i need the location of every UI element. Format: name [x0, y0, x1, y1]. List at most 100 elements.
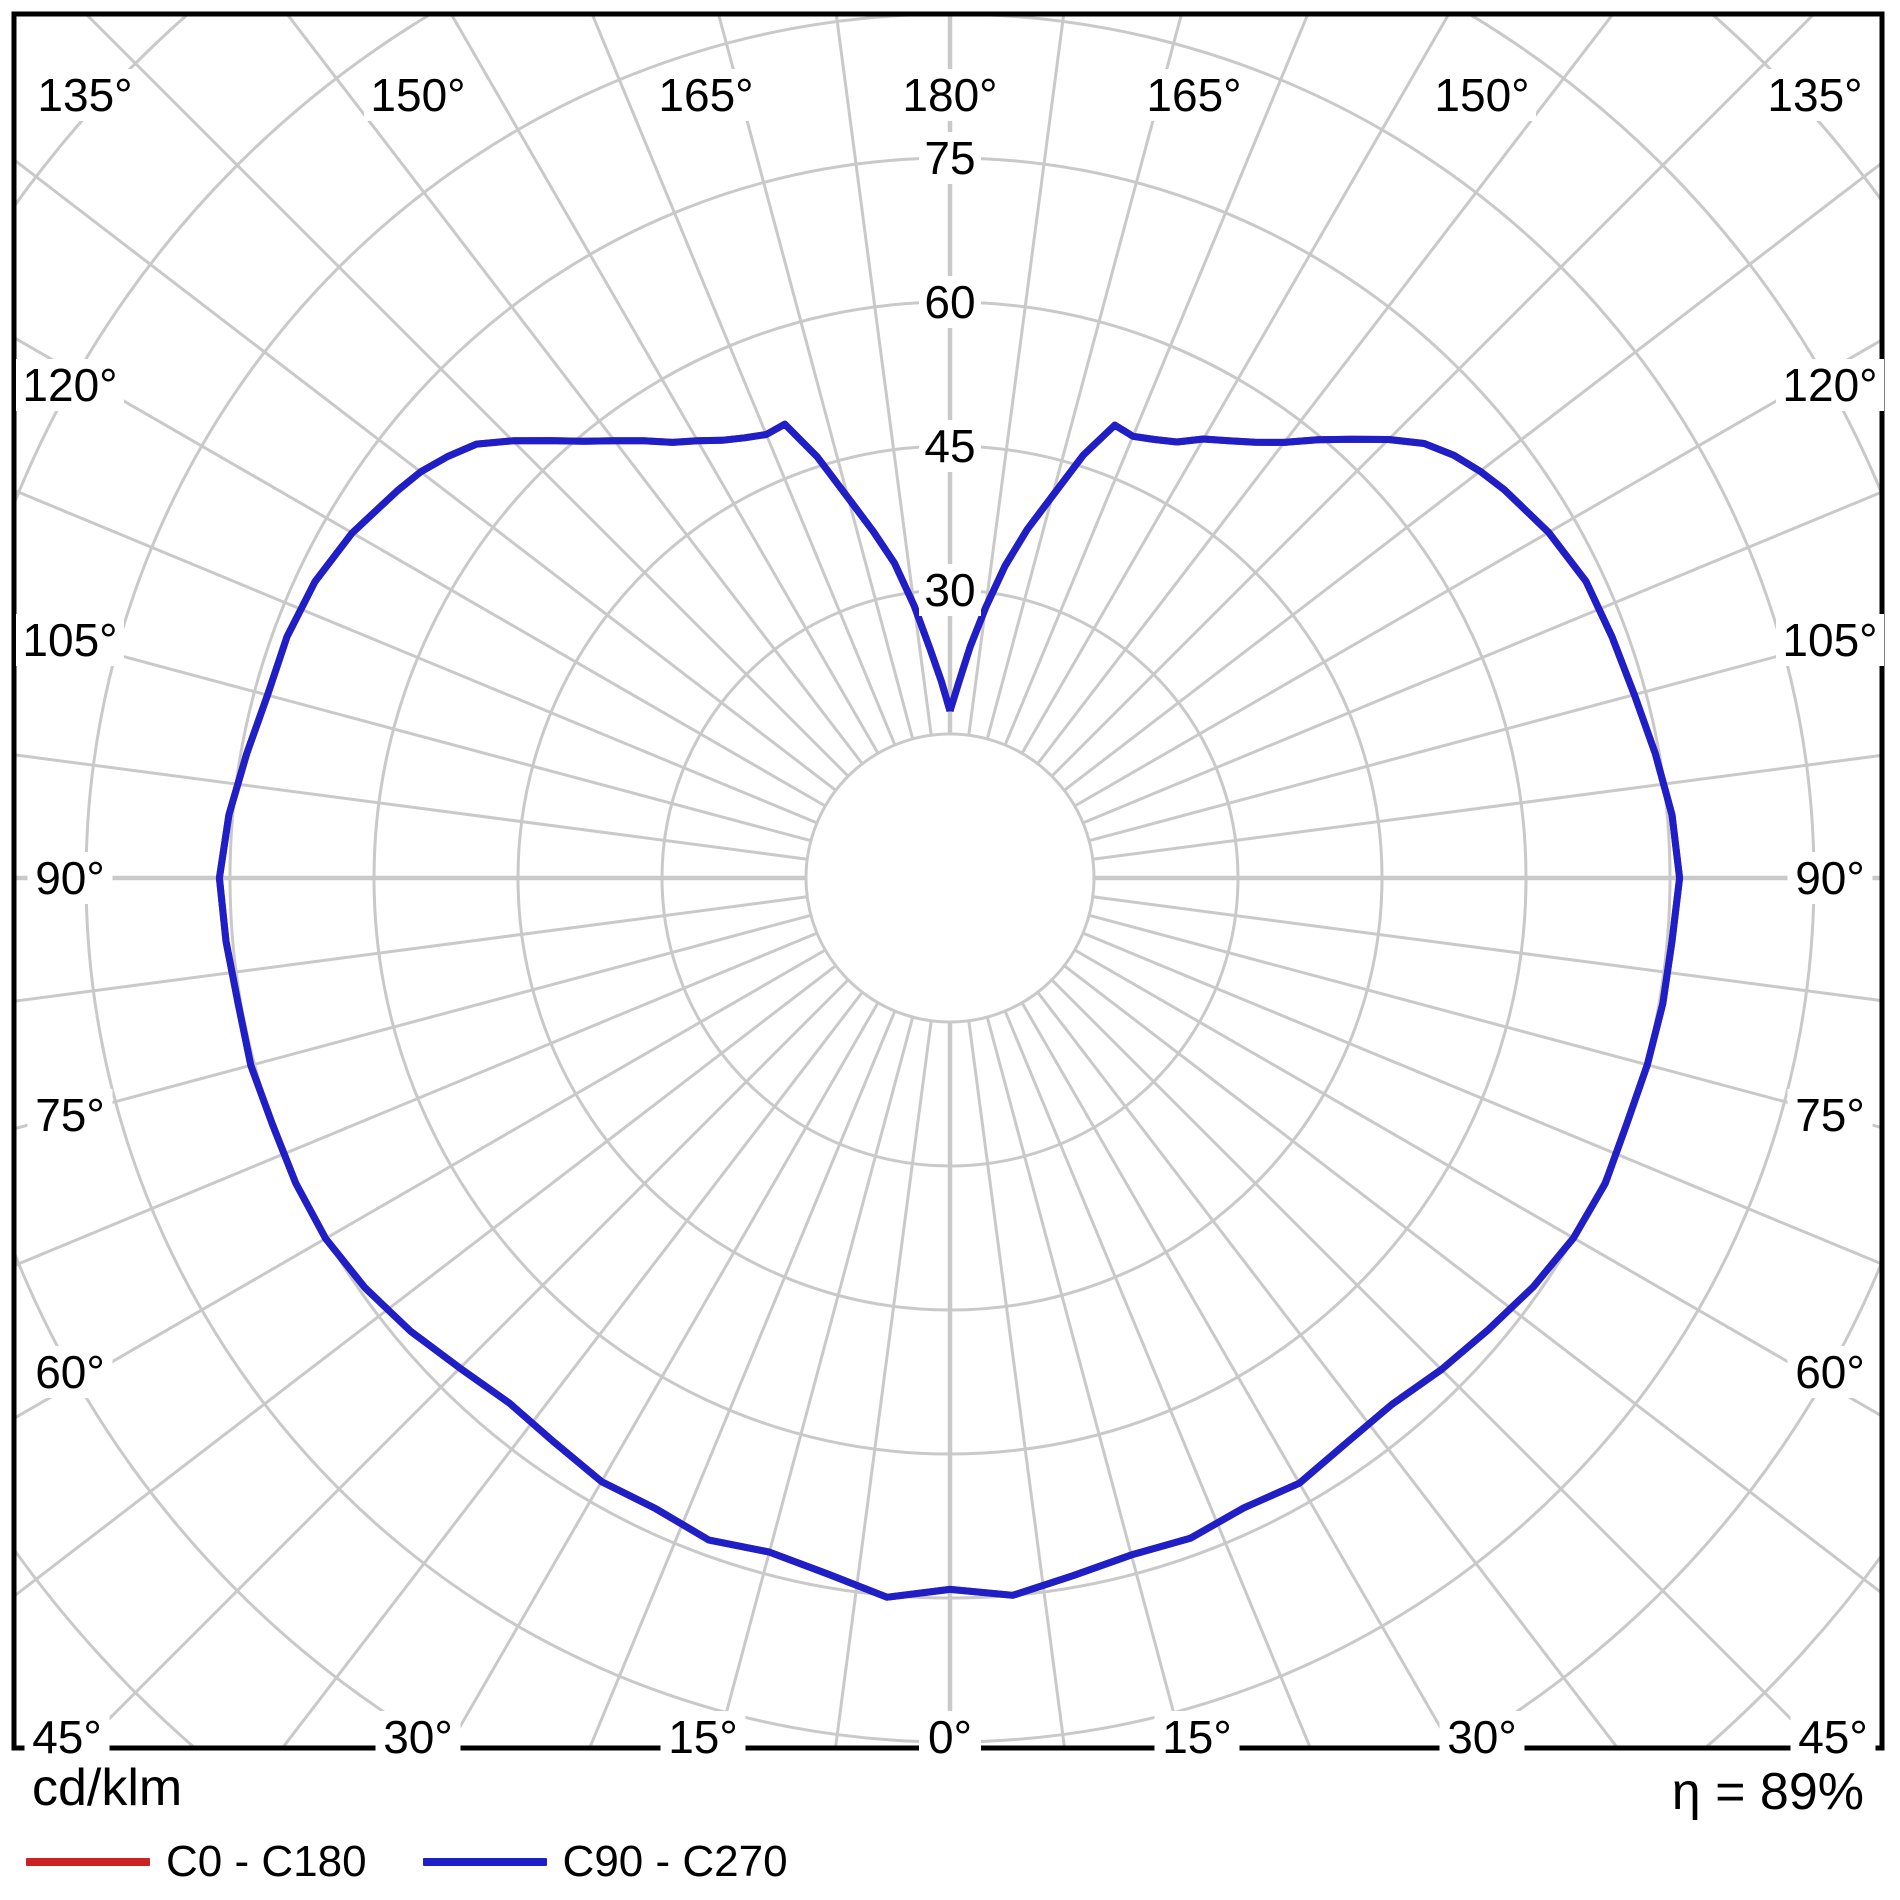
angle-label-bottom-bg — [375, 1711, 461, 1763]
grid-spoke — [449, 14, 880, 755]
grid-spoke — [14, 625, 812, 843]
angle-label-left: 75° — [35, 1089, 105, 1141]
grid-spoke — [83, 14, 850, 778]
angle-label-bottom-bg — [1154, 1711, 1240, 1763]
angle-label-right: 105° — [1782, 614, 1877, 666]
angle-label-right-bg — [1776, 359, 1884, 411]
grid-spoke — [1003, 1010, 1312, 1748]
grid-spoke — [1020, 1001, 1455, 1748]
angle-label-top: 135° — [37, 69, 132, 121]
angle-label-right-bg — [1787, 1346, 1873, 1398]
grid-spoke — [1073, 338, 1882, 808]
grid-spoke — [1020, 14, 1451, 755]
grid-spoke — [14, 948, 827, 1421]
angle-label-top-bg — [1428, 69, 1536, 121]
angle-label-top: 135° — [1767, 69, 1862, 121]
grid-spoke — [14, 335, 827, 808]
angle-label-top: 150° — [370, 69, 465, 121]
angle-label-left-bg — [27, 1089, 113, 1141]
grid-spoke — [14, 157, 837, 792]
efficiency-value: η = 89% — [1671, 1763, 1864, 1821]
grid-spoke — [1092, 895, 1882, 1003]
grid-spoke — [14, 488, 818, 825]
grid-spoke — [985, 14, 1184, 740]
angle-label-right: 90° — [1795, 852, 1865, 904]
legend-label-c90-c270: C90 - C270 — [562, 1837, 788, 1886]
angle-label-left: 60° — [35, 1346, 105, 1398]
angle-label-top: 165° — [1146, 69, 1241, 121]
grid-spoke — [1088, 913, 1882, 1130]
grid-spoke — [285, 14, 864, 765]
grid-spoke — [1063, 964, 1882, 1596]
angle-label-bottom: 45° — [32, 1711, 102, 1763]
angle-label-left: 90° — [35, 852, 105, 904]
grid-spoke — [14, 913, 812, 1131]
grid-spoke — [967, 14, 1066, 736]
grid-spoke — [1003, 14, 1310, 746]
legend: C0 - C180 C90 - C270 — [26, 1834, 788, 1890]
grid-spoke — [715, 1016, 915, 1748]
grid-spoke — [280, 991, 864, 1748]
unit-label: cd/klm — [32, 1759, 183, 1817]
angle-label-top: 150° — [1434, 69, 1529, 121]
angle-label-top-bg — [896, 69, 1004, 121]
curve-c90-c270 — [215, 420, 1684, 1601]
labels: 30 45 60 75 135° 150° 165° 180° 165° 150° 135° 45° 3… — [16, 69, 1884, 1763]
angle-label-bottom: 15° — [668, 1711, 738, 1763]
grid-spoke — [1036, 14, 1615, 765]
grid-spoke — [716, 14, 915, 740]
angle-label-bottom: 0° — [928, 1711, 972, 1763]
angle-label-right-bg — [1776, 614, 1884, 666]
legend-line-c0-c180-icon — [26, 1858, 150, 1866]
angle-label-right: 120° — [1782, 359, 1877, 411]
angle-label-left: 105° — [22, 614, 117, 666]
angle-label-top: 165° — [658, 69, 753, 121]
grid-spoke — [445, 1001, 880, 1748]
angle-label-right-bg — [1787, 1089, 1873, 1141]
legend-label-c0-c180: C0 - C180 — [166, 1837, 367, 1886]
angle-label-bottom-bg — [24, 1711, 110, 1763]
grid-spoke — [14, 964, 837, 1599]
radial-tick-45-bg — [919, 420, 981, 472]
grid-spoke — [1088, 626, 1882, 843]
grid-spoke — [14, 931, 818, 1268]
angle-label-bottom-bg — [1790, 1711, 1876, 1763]
angle-label-top-bg — [364, 69, 472, 121]
angle-label-top-bg — [1761, 69, 1869, 121]
grid-spoke — [834, 14, 933, 736]
grid-spoke — [1082, 490, 1882, 825]
radial-tick-45: 45 — [924, 420, 975, 472]
angle-label-left-bg — [16, 614, 124, 666]
radial-tick-60-bg — [919, 276, 981, 328]
grid-spoke — [1082, 931, 1882, 1266]
radial-tick-75-bg — [919, 132, 981, 184]
grid-spoke — [985, 1016, 1185, 1748]
grid-spoke — [1050, 14, 1817, 778]
angle-label-top-bg — [652, 69, 760, 121]
curves — [215, 420, 1684, 1601]
grid-spoke — [588, 1010, 897, 1748]
grid-ring-15 — [804, 732, 1096, 1024]
angle-label-right: 60° — [1795, 1346, 1865, 1398]
angle-label-left-bg — [27, 1346, 113, 1398]
grid-spoke — [14, 895, 808, 1003]
angle-label-right-bg — [1787, 852, 1873, 904]
angle-label-right: 75° — [1795, 1089, 1865, 1141]
radial-tick-75: 75 — [924, 132, 975, 184]
angle-label-bottom-bg — [919, 1711, 981, 1763]
angle-label-left-bg — [16, 359, 124, 411]
grid-spoke — [1063, 160, 1882, 792]
grid-spoke — [590, 14, 897, 746]
grid-spoke — [1073, 948, 1882, 1418]
grid-spoke — [1092, 753, 1882, 861]
radial-tick-30-bg — [919, 564, 981, 616]
angle-label-top-bg — [1140, 69, 1248, 121]
angle-label-top-bg — [31, 69, 139, 121]
angle-label-bottom-bg — [1439, 1711, 1525, 1763]
angle-label-left-bg — [27, 852, 113, 904]
radial-tick-60: 60 — [924, 276, 975, 328]
grid-spoke — [967, 1020, 1067, 1748]
grid-spoke — [833, 1020, 933, 1748]
